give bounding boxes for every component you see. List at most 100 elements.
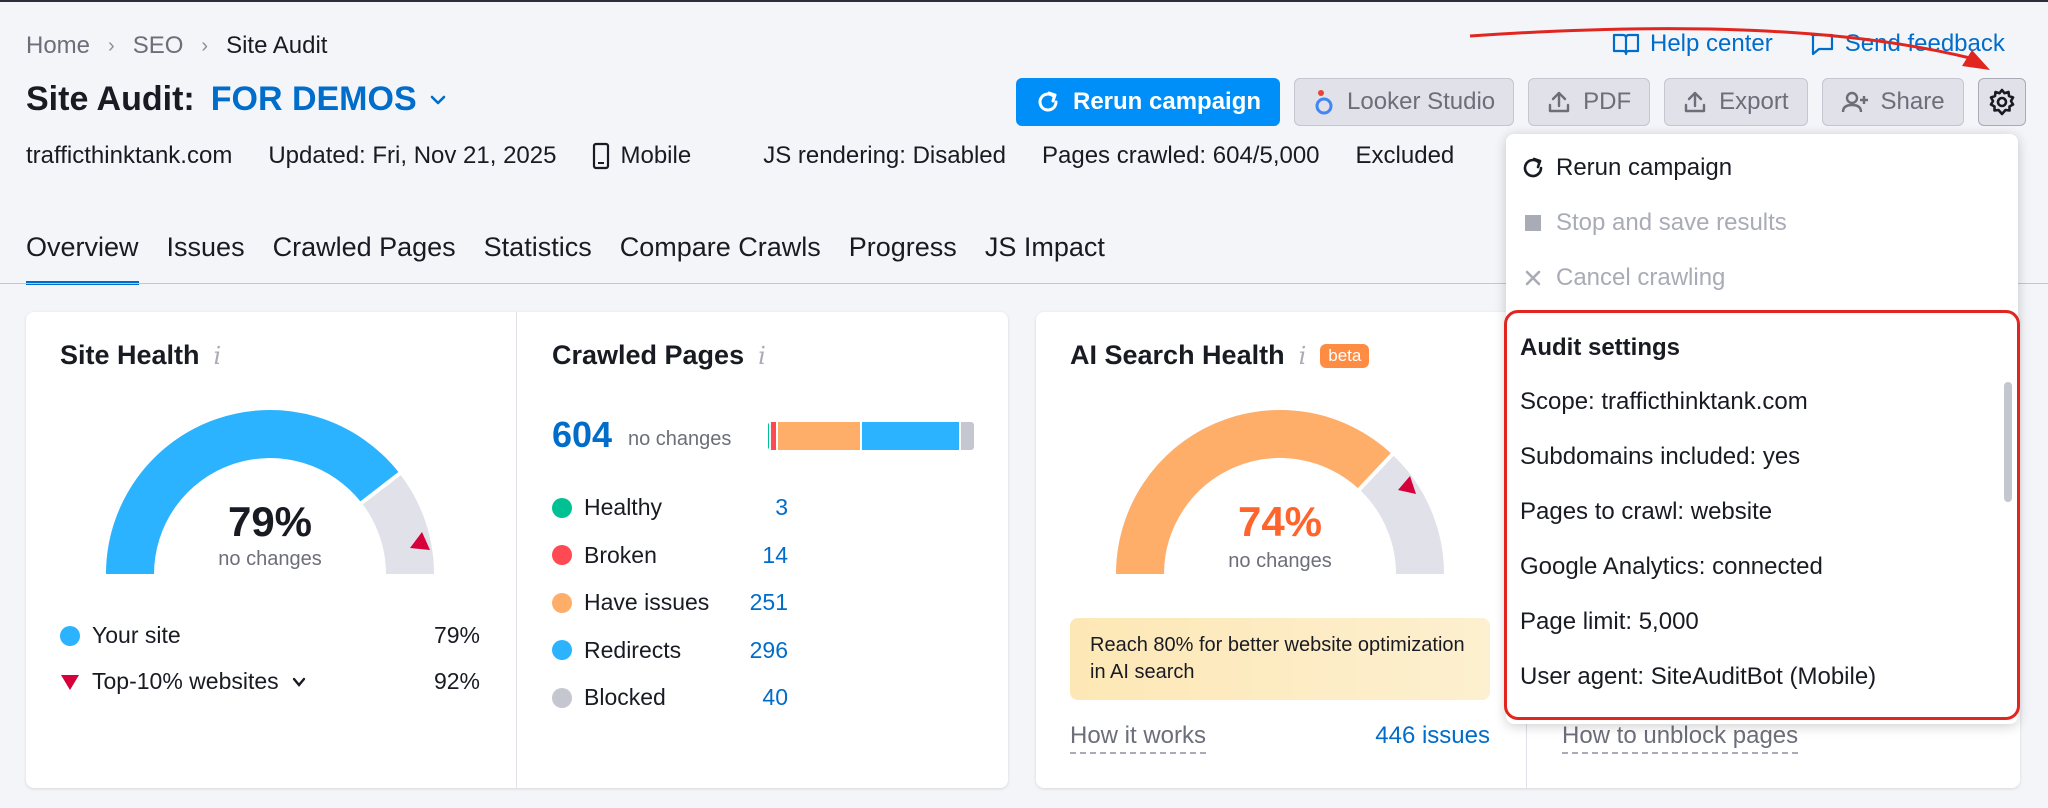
- site-health-change: no changes: [218, 548, 322, 570]
- tab-issues[interactable]: Issues: [166, 232, 245, 262]
- crawled-row-blocked: Blocked: [552, 684, 666, 711]
- overview-card-left: [26, 312, 1008, 788]
- menu-cancel-crawling[interactable]: Cancel crawling: [1520, 264, 1725, 292]
- legend-your-site-value: 79%: [433, 622, 480, 648]
- settings-button[interactable]: [1977, 78, 2026, 126]
- settings-dropdown: Rerun campaign Stop and save results Can…: [1504, 134, 2020, 724]
- crawled-bar-segment: [770, 422, 778, 450]
- tab-statistics[interactable]: Statistics: [483, 232, 592, 262]
- looker-studio-icon: [1315, 90, 1333, 115]
- page-title: Site Audit: FOR DEMOS: [26, 80, 447, 119]
- legend-dot: [552, 687, 572, 708]
- upload-icon: [1684, 91, 1706, 113]
- tab-progress[interactable]: Progress: [848, 232, 957, 262]
- triangle-down-icon: [61, 674, 79, 690]
- tab-compare-crawls[interactable]: Compare Crawls: [619, 232, 821, 262]
- upload-icon: [1548, 91, 1570, 113]
- close-icon: [1525, 270, 1541, 286]
- breadcrumb-seo[interactable]: SEO: [132, 32, 184, 59]
- meta-device-label: Mobile: [620, 142, 692, 169]
- crawled-row-value[interactable]: 251: [749, 589, 788, 615]
- crawled-row-have-issues: Have issues: [552, 589, 709, 616]
- legend-your-site: Your site: [60, 622, 181, 649]
- crawled-row-label: Have issues: [584, 589, 710, 615]
- export-button[interactable]: Export: [1664, 78, 1808, 126]
- site-health-percent: 79%: [227, 498, 313, 545]
- project-selector[interactable]: FOR DEMOS: [210, 80, 417, 118]
- beta-badge: beta: [1320, 343, 1370, 368]
- settings-highlight-box: [1504, 310, 2020, 720]
- legend-top10[interactable]: Top-10% websites: [60, 668, 307, 695]
- feedback-icon: [1810, 33, 1833, 56]
- setting-page-limit: Page limit: 5,000: [1520, 608, 1699, 635]
- crawled-row-label: Broken: [584, 541, 657, 568]
- crawled-row-value[interactable]: 40: [762, 684, 788, 710]
- ai-notice: Reach 80% for better website optimizatio…: [1070, 618, 1490, 700]
- crawled-row-value[interactable]: 14: [762, 541, 788, 568]
- ai-search-health-gauge: [1116, 410, 1444, 575]
- legend-top10-value: 92%: [433, 668, 480, 694]
- tab-js-impact[interactable]: JS Impact: [984, 232, 1105, 262]
- how-to-unblock-link[interactable]: How to unblock pages: [1562, 722, 1799, 754]
- ai-search-health-change: no changes: [1228, 550, 1332, 572]
- looker-studio-button[interactable]: Looker Studio: [1294, 78, 1515, 126]
- chevron-down-icon[interactable]: [429, 91, 447, 109]
- crawled-row-label: Healthy: [584, 494, 662, 520]
- crawled-pages-total[interactable]: 604: [552, 414, 613, 455]
- dropdown-scrollbar[interactable]: [2004, 382, 2012, 502]
- gear-icon: [1989, 88, 2014, 116]
- share-label: Share: [1880, 88, 1945, 115]
- top-border: [0, 0, 2048, 2]
- setting-pages-to-crawl: Pages to crawl: website: [1520, 498, 1773, 525]
- looker-studio-label: Looker Studio: [1347, 88, 1496, 115]
- toolbar: Rerun campaign Looker Studio PDF Export …: [1016, 78, 2026, 126]
- crawled-bar-segment: [861, 422, 961, 450]
- meta-domain: trafficthinktank.com: [26, 142, 233, 169]
- tabs-divider: [0, 283, 2048, 284]
- legend-top10-label: Top-10% websites: [92, 668, 279, 694]
- legend-dot: [60, 625, 80, 646]
- breadcrumb: Home › SEO › Site Audit: [26, 32, 327, 60]
- tab-crawled-pages[interactable]: Crawled Pages: [272, 232, 456, 262]
- rerun-campaign-button[interactable]: Rerun campaign: [1016, 78, 1281, 126]
- crawled-row-value[interactable]: 3: [775, 494, 788, 520]
- crawled-row-redirects: Redirects: [552, 637, 681, 664]
- meta-updated: Updated: Fri, Nov 21, 2025: [268, 142, 557, 169]
- site-health-gauge: [106, 410, 434, 575]
- benchmark-marker-icon: [1398, 476, 1416, 494]
- setting-subdomains: Subdomains included: yes: [1520, 443, 1801, 470]
- pdf-label: PDF: [1583, 88, 1632, 115]
- info-icon[interactable]: i: [213, 341, 222, 370]
- meta-excluded[interactable]: Excluded: [1355, 142, 1455, 169]
- menu-cancel-label: Cancel crawling: [1556, 264, 1726, 291]
- setting-scope: Scope: trafficthinktank.com: [1520, 388, 1808, 415]
- setting-google-analytics: Google Analytics: connected: [1520, 553, 1823, 580]
- info-icon[interactable]: i: [758, 341, 766, 370]
- refresh-icon: [1523, 157, 1543, 178]
- benchmark-marker-icon: [410, 532, 430, 550]
- ai-issues-link[interactable]: 446 issues: [1375, 722, 1490, 749]
- how-it-works-link[interactable]: How it works: [1070, 722, 1207, 754]
- menu-stop-save[interactable]: Stop and save results: [1520, 209, 1787, 237]
- legend-dot: [552, 497, 572, 518]
- send-feedback-link[interactable]: Send feedback: [1809, 30, 2005, 58]
- help-center-link[interactable]: Help center: [1612, 30, 1773, 58]
- pdf-button[interactable]: PDF: [1528, 78, 1651, 126]
- page-title-label: Site Audit:: [26, 80, 195, 118]
- card-divider: [516, 312, 517, 788]
- crawled-row-label: Blocked: [584, 684, 666, 710]
- breadcrumb-current: Site Audit: [226, 32, 328, 59]
- ai-search-health-title: AI Search Health i beta: [1070, 340, 1370, 371]
- crawled-pages-title-label: Crawled Pages: [552, 340, 745, 370]
- tab-overview[interactable]: Overview: [26, 232, 139, 285]
- crawled-pages-title: Crawled Pages i: [552, 340, 766, 371]
- meta-js-rendering: JS rendering: Disabled: [763, 142, 1006, 169]
- breadcrumb-home[interactable]: Home: [26, 32, 91, 59]
- info-icon[interactable]: i: [1298, 341, 1307, 370]
- legend-dot: [552, 592, 572, 613]
- meta-device: Mobile: [592, 142, 727, 170]
- share-button[interactable]: Share: [1821, 78, 1964, 126]
- menu-rerun-campaign[interactable]: Rerun campaign: [1520, 154, 1732, 182]
- crawled-pages-change: no changes: [628, 428, 732, 450]
- crawled-row-value[interactable]: 296: [749, 636, 788, 663]
